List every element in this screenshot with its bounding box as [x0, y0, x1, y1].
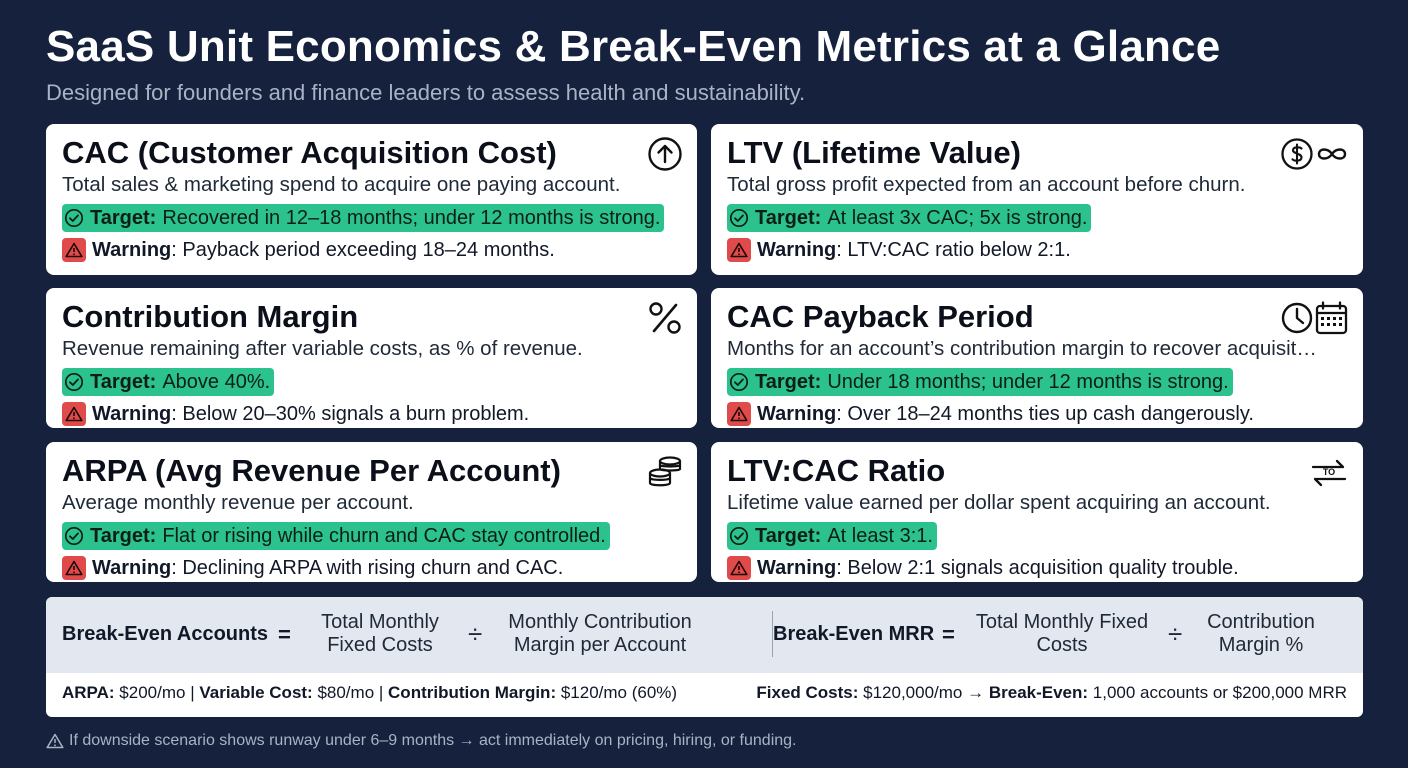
- target-row: Target: Under 18 months; under 12 months…: [727, 368, 1233, 396]
- contribution-margin-pct-term: Contribution Margin %: [1207, 611, 1315, 656]
- page-subtitle: Designed for founders and finance leader…: [46, 80, 806, 105]
- percent-icon: [649, 302, 681, 334]
- warning-row: Warning : LTV:CAC ratio below 2:1.: [727, 236, 1347, 264]
- page-title: SaaS Unit Economics & Break-Even Metrics…: [46, 22, 1221, 71]
- example-inputs: ARPA: $200/mo | Variable Cost: $80/mo | …: [62, 683, 678, 702]
- card-title: CAC (Customer Acquisition Cost): [62, 135, 557, 170]
- warning-icon: [62, 238, 86, 262]
- warning-icon: [727, 238, 751, 262]
- warning-icon: [62, 556, 86, 580]
- card-description: Months for an account’s contribution mar…: [727, 337, 1317, 360]
- target-row: Target: Recovered in 12–18 months; under…: [62, 204, 665, 232]
- metric-card-arpa: ARPA (Avg Revenue Per Account) Average m…: [46, 442, 697, 582]
- target-label: Target:: [755, 525, 822, 547]
- warning-label: Warning: [92, 403, 172, 425]
- fixed-costs-term: Total Monthly Fixed Costs: [321, 611, 439, 656]
- warning-label: Warning: [757, 239, 837, 261]
- break-even-mrr-label: Break-Even MRR: [773, 623, 935, 645]
- divide-sign: ÷: [1168, 619, 1183, 649]
- warning-text: : Below 20–30% signals a burn problem.: [171, 403, 530, 425]
- warning-icon: [727, 402, 751, 426]
- warning-text: : LTV:CAC ratio below 2:1.: [836, 239, 1071, 261]
- warning-label: Warning: [757, 557, 837, 579]
- card-title: ARPA (Avg Revenue Per Account): [62, 453, 561, 488]
- target-text: Under 18 months; under 12 months is stro…: [827, 371, 1229, 393]
- target-row: Target: At least 3:1.: [727, 522, 937, 550]
- warning-text: : Declining ARPA with rising churn and C…: [171, 557, 564, 579]
- break-even-accounts-label: Break-Even Accounts: [62, 623, 268, 645]
- dollar-infinity-icon: [1281, 138, 1347, 170]
- example-result: Fixed Costs: $120,000/mo → Break-Even: 1…: [756, 683, 1347, 702]
- footnote: If downside scenario shows runway under …: [46, 732, 796, 750]
- target-text: At least 3x CAC; 5x is strong.: [827, 207, 1088, 229]
- break-even-formula-panel: Break-Even Accounts = Total Monthly Fixe…: [46, 597, 1363, 717]
- card-title: CAC Payback Period: [727, 299, 1034, 334]
- card-description: Lifetime value earned per dollar spent a…: [727, 491, 1271, 514]
- target-text: At least 3:1.: [827, 525, 933, 547]
- clock-calendar-icon: [1281, 301, 1348, 335]
- card-description: Average monthly revenue per account.: [62, 491, 414, 514]
- formula-row: [46, 597, 1363, 673]
- metric-card-cac-payback-period: CAC Payback Period Months for an account…: [711, 288, 1363, 428]
- card-title: Contribution Margin: [62, 299, 359, 334]
- warning-row: Warning : Below 20–30% signals a burn pr…: [62, 400, 681, 428]
- check-circle-icon: [729, 372, 749, 392]
- divide-sign: ÷: [468, 619, 483, 649]
- warning-label: Warning: [92, 239, 172, 261]
- metric-card-cac: CAC (Customer Acquisition Cost) Total sa…: [46, 124, 697, 275]
- warning-row: Warning : Declining ARPA with rising chu…: [62, 554, 681, 582]
- metric-card-ltv-cac-ratio: LTV:CAC Ratio Lifetime value earned per …: [711, 442, 1363, 582]
- fixed-costs-term: Total Monthly Fixed Costs: [975, 611, 1149, 656]
- card-title: LTV (Lifetime Value): [727, 135, 1021, 170]
- warning-label: Warning: [757, 403, 837, 425]
- warning-outline-icon: [46, 733, 64, 749]
- svg-text:TO: TO: [1323, 467, 1335, 477]
- divider: [772, 611, 773, 657]
- warning-icon: [62, 402, 86, 426]
- card-description: Revenue remaining after variable costs, …: [62, 337, 583, 360]
- check-circle-icon: [729, 208, 749, 228]
- contribution-per-account-term: Monthly Contribution Margin per Account: [508, 611, 692, 656]
- arrow-up-circle-icon: [648, 137, 682, 171]
- target-label: Target:: [755, 207, 822, 229]
- warning-text: : Below 2:1 signals acquisition quality …: [836, 557, 1239, 579]
- check-circle-icon: [64, 372, 84, 392]
- metric-card-contribution-margin: Contribution Margin Revenue remaining af…: [46, 288, 697, 428]
- warning-text: : Payback period exceeding 18–24 months.: [171, 239, 555, 261]
- equals-sign: =: [278, 622, 291, 647]
- warning-row: Warning : Below 2:1 signals acquisition …: [727, 554, 1347, 582]
- target-text: Recovered in 12–18 months; under 12 mont…: [162, 207, 661, 229]
- target-row: Target: At least 3x CAC; 5x is strong.: [727, 204, 1092, 232]
- target-label: Target:: [90, 371, 157, 393]
- target-label: Target:: [90, 207, 157, 229]
- target-text: Above 40%.: [162, 371, 271, 393]
- warning-label: Warning: [92, 557, 172, 579]
- check-circle-icon: [64, 526, 84, 546]
- exchange-arrows-icon: TO: [1311, 459, 1347, 487]
- equals-sign: =: [942, 622, 955, 647]
- card-title: LTV:CAC Ratio: [727, 453, 946, 488]
- warning-row: Warning : Payback period exceeding 18–24…: [62, 236, 681, 264]
- metric-card-ltv: LTV (Lifetime Value) Total gross profit …: [711, 124, 1363, 275]
- target-row: Target: Flat or rising while churn and C…: [62, 522, 610, 550]
- check-circle-icon: [64, 208, 84, 228]
- check-circle-icon: [729, 526, 749, 546]
- target-label: Target:: [755, 371, 822, 393]
- warning-icon: [727, 556, 751, 580]
- warning-text: : Over 18–24 months ties up cash dangero…: [836, 403, 1254, 425]
- card-description: Total sales & marketing spend to acquire…: [62, 173, 621, 196]
- card-description: Total gross profit expected from an acco…: [727, 173, 1246, 196]
- warning-row: Warning : Over 18–24 months ties up cash…: [727, 400, 1347, 428]
- coin-stack-icon: [648, 456, 682, 487]
- footnote-text: If downside scenario shows runway under …: [69, 732, 797, 749]
- target-label: Target:: [90, 525, 157, 547]
- target-text: Flat or rising while churn and CAC stay …: [162, 525, 606, 547]
- target-row: Target: Above 40%.: [62, 368, 275, 396]
